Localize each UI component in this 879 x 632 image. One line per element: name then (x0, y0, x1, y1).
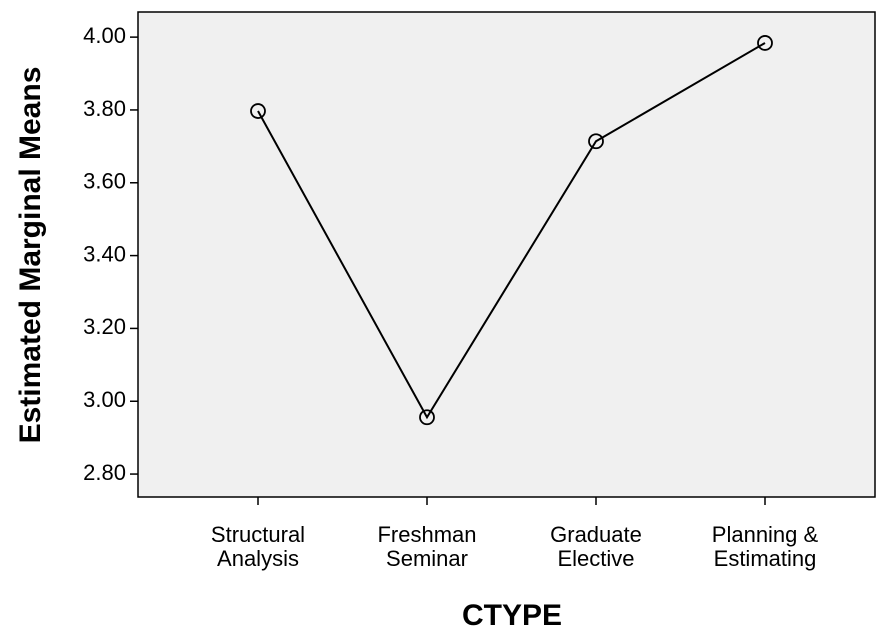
x-tick-label-line: Planning & (712, 522, 819, 547)
plot-area (137, 11, 876, 498)
x-tick-label: Planning & Estimating (712, 522, 819, 571)
x-axis-title: CTYPE (462, 599, 562, 632)
x-tick-label-line: Graduate (550, 522, 642, 547)
y-axis-title: Estimated Marginal Means (14, 67, 47, 444)
y-tick-label: 3.00 (83, 387, 126, 412)
x-tick-label: Structural Analysis (211, 522, 305, 571)
x-tick-label-line: Structural (211, 522, 305, 547)
marker (419, 409, 435, 426)
x-tick-label: Freshman Seminar (377, 522, 476, 571)
y-tick-label: 3.20 (83, 314, 126, 339)
line (257, 42, 766, 420)
marker (588, 133, 604, 150)
x-tick-label-line: Freshman (377, 522, 476, 547)
y-tick-label: 3.40 (83, 241, 126, 266)
marker (250, 103, 266, 119)
x-tick-label-line: Seminar (386, 546, 468, 571)
marker (757, 35, 773, 51)
x-tick-label: Graduate Elective (550, 522, 642, 571)
x-tick-label-line: Estimating (714, 546, 817, 571)
y-tick-label: 3.80 (83, 96, 126, 121)
x-tick-label-line: Analysis (217, 546, 299, 571)
y-tick-label: 4.00 (83, 23, 126, 48)
y-tick-label: 3.60 (83, 169, 126, 194)
y-tick-label: 2.80 (83, 460, 126, 485)
x-tick-label-line: Elective (557, 546, 634, 571)
